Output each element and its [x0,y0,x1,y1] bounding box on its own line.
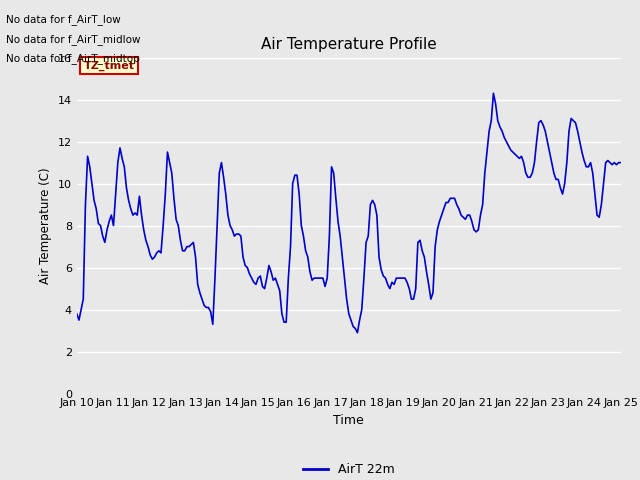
Title: Air Temperature Profile: Air Temperature Profile [261,37,436,52]
Y-axis label: Air Temperature (C): Air Temperature (C) [39,168,52,284]
Text: TZ_tmet: TZ_tmet [84,60,135,71]
Text: No data for f_AirT_midtop: No data for f_AirT_midtop [6,53,140,64]
Text: No data for f_AirT_midlow: No data for f_AirT_midlow [6,34,141,45]
X-axis label: Time: Time [333,414,364,427]
Legend: AirT 22m: AirT 22m [298,458,399,480]
Text: No data for f_AirT_low: No data for f_AirT_low [6,14,121,25]
